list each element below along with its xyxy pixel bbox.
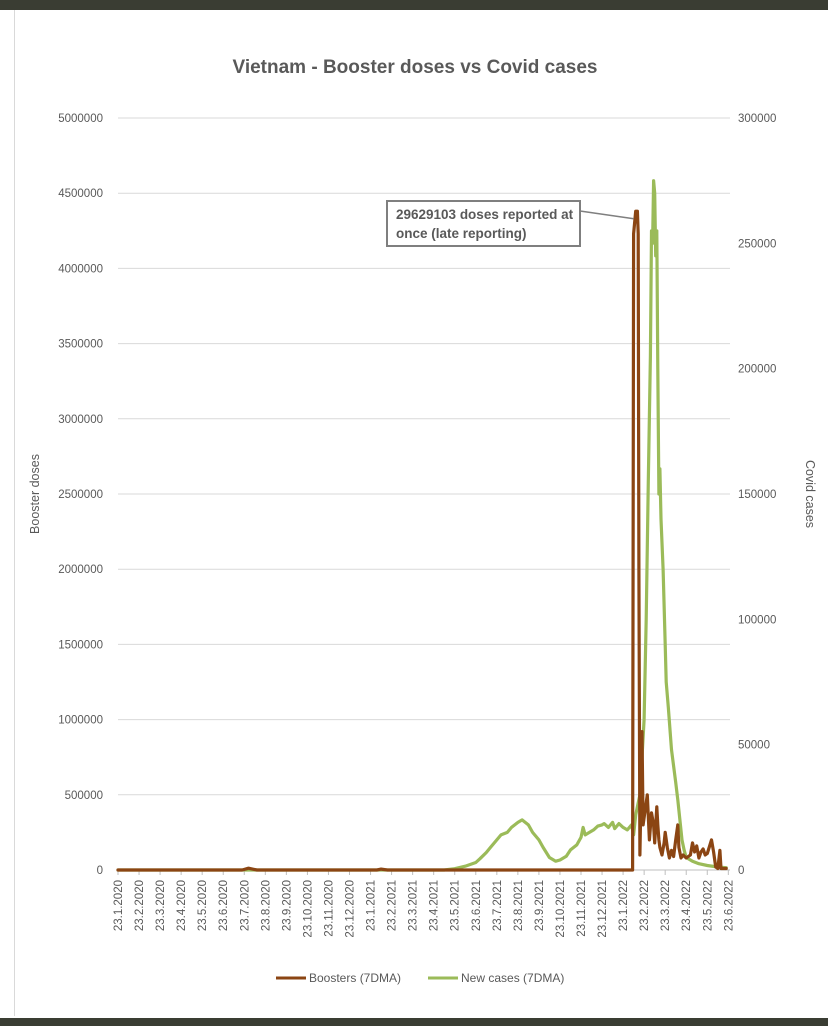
x-tick-label: 23.11.2020 [323, 880, 335, 937]
series-line-boosters [116, 209, 728, 872]
gridlines [118, 117, 730, 871]
y2-axis-ticks: 0 50000 100000 150000 200000 250000 300000 [738, 113, 776, 877]
y2-tick-label: 50000 [738, 740, 770, 752]
x-tick-label: 23.8.2021 [513, 880, 525, 931]
x-tick-label: 23.2.2022 [639, 880, 651, 931]
series-line-new-cases [116, 179, 728, 872]
y2-axis-label: Covid cases [803, 460, 817, 528]
y-tick-label: 4500000 [58, 188, 103, 200]
x-tick-label: 23.11.2021 [576, 880, 588, 937]
x-tick-label: 23.9.2020 [281, 880, 293, 931]
x-tick-label: 23.7.2020 [239, 880, 251, 931]
annotation-callout: 29629103 doses reported at once (late re… [386, 200, 634, 247]
x-tick-label: 23.4.2022 [681, 880, 693, 931]
x-tick-label: 23.10.2020 [302, 880, 314, 938]
x-tick-label: 23.3.2021 [408, 880, 420, 931]
y-tick-label: 500000 [65, 790, 103, 802]
annotation-text-line2: once (late reporting) [396, 226, 527, 241]
x-tick-label: 23.1.2022 [618, 880, 630, 931]
series-lines [116, 179, 728, 872]
x-tick-label: 23.4.2021 [429, 880, 441, 931]
legend[interactable]: Boosters (7DMA) New cases (7DMA) [276, 971, 564, 985]
y2-tick-label: 150000 [738, 489, 776, 501]
y2-tick-label: 250000 [738, 238, 776, 250]
x-tick-label: 23.12.2020 [344, 880, 356, 938]
x-tick-label: 23.7.2021 [492, 880, 504, 931]
window-top-bar [0, 0, 828, 10]
y-axis-label: Booster doses [28, 454, 42, 534]
y-tick-label: 1000000 [58, 715, 103, 727]
window-bottom-bar [0, 1018, 828, 1026]
legend-label-boosters: Boosters (7DMA) [309, 971, 401, 985]
y-tick-label: 1500000 [58, 639, 103, 651]
x-tick-label: 23.5.2020 [197, 880, 209, 931]
y-tick-label: 3000000 [58, 414, 103, 426]
y-tick-label: 3500000 [58, 339, 103, 351]
annotation-leader-line [579, 210, 634, 220]
y2-tick-label: 100000 [738, 614, 776, 626]
x-tick-label: 23.3.2022 [660, 880, 672, 931]
x-tick-label: 23.4.2020 [176, 880, 188, 931]
x-tick-label: 23.2.2020 [134, 880, 146, 931]
y-tick-label: 4000000 [58, 263, 103, 275]
x-tick-label: 23.12.2021 [597, 880, 609, 938]
y-tick-label: 0 [97, 865, 103, 877]
x-tick-label: 23.10.2021 [555, 880, 567, 938]
x-tick-label: 23.5.2021 [450, 880, 462, 931]
x-tick-label: 23.6.2020 [218, 880, 230, 931]
x-tick-label: 23.1.2020 [113, 880, 125, 931]
x-tick-label: 23.2.2021 [387, 880, 399, 931]
x-tick-label: 23.3.2020 [155, 880, 167, 931]
y-axis-ticks: 0 500000 1000000 1500000 2000000 2500000 30000… [58, 113, 103, 877]
annotation-box [386, 200, 581, 247]
x-axis-ticks: 23.1.2020 23.2.2020 23.3.2020 23.4.2020 23.5… [113, 870, 735, 938]
chart-title: Vietnam - Booster doses vs Covid cases [232, 57, 597, 78]
x-tick-label: 23.6.2021 [471, 880, 483, 931]
y2-tick-label: 0 [738, 865, 744, 877]
y-tick-label: 2500000 [58, 489, 103, 501]
y2-tick-label: 300000 [738, 113, 776, 125]
y-tick-label: 5000000 [58, 113, 103, 125]
y-tick-label: 2000000 [58, 564, 103, 576]
annotation-text-line1: 29629103 doses reported at [396, 207, 574, 222]
x-tick-label: 23.5.2022 [702, 880, 714, 931]
x-tick-label: 23.9.2021 [534, 880, 546, 931]
x-tick-label: 23.1.2021 [366, 880, 378, 931]
y2-tick-label: 200000 [738, 364, 776, 376]
x-tick-label: 23.6.2022 [723, 880, 735, 931]
x-tick-label: 23.8.2020 [260, 880, 272, 931]
legend-label-new-cases: New cases (7DMA) [461, 971, 564, 985]
